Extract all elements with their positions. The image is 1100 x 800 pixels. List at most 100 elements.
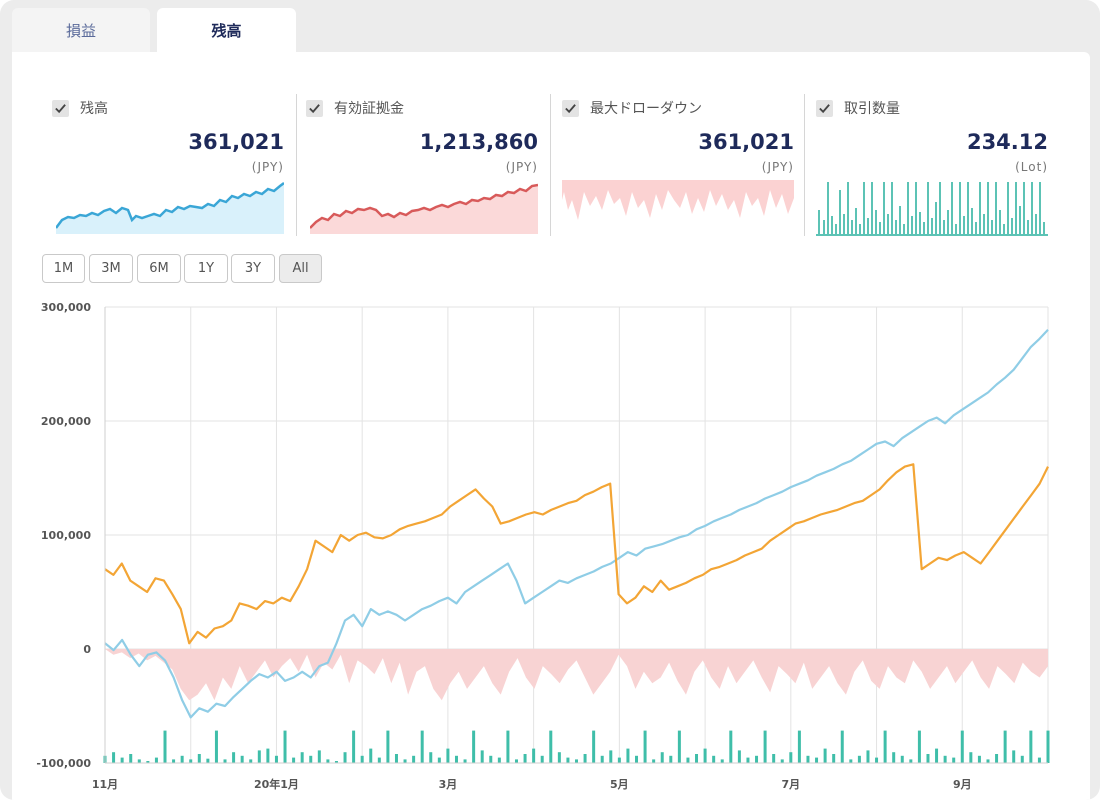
y-tick-label: 100,000 — [41, 529, 91, 542]
volume-bar — [420, 730, 424, 763]
volume-bar — [746, 757, 750, 763]
volume-bar — [120, 757, 124, 763]
volume-bar — [506, 730, 510, 763]
card-value: 361,021 — [698, 130, 794, 154]
volume-bar — [686, 757, 690, 763]
volume-bar — [429, 752, 433, 763]
checkmark-icon — [55, 104, 66, 114]
volume-bar — [497, 757, 501, 763]
balance-line — [104, 329, 1049, 719]
range-button-3m[interactable]: 3M — [89, 254, 133, 283]
drawdown-sparkline — [562, 180, 794, 220]
volume-bar — [883, 730, 887, 763]
range-button-all[interactable]: All — [279, 254, 322, 283]
volume-bar — [292, 757, 296, 763]
volume-bar — [969, 752, 973, 763]
volume-bar — [146, 761, 150, 763]
volume-bar — [763, 730, 767, 763]
volume-bar — [900, 755, 904, 763]
summary-card-trade-volume: 取引数量 234.12 (Lot) — [816, 94, 1048, 236]
volume-bar — [995, 754, 999, 763]
summary-card-equity: 有効証拠金 1,213,860 (JPY) — [306, 94, 538, 236]
volume-bar — [369, 748, 373, 763]
checkbox-equity[interactable] — [306, 100, 323, 117]
x-tick-label: 5月 — [610, 778, 629, 791]
volume-bar — [214, 730, 218, 763]
volume-bar — [892, 752, 896, 763]
volume-bars — [103, 730, 1050, 763]
volume-bar — [446, 748, 450, 763]
volume-bar — [540, 755, 544, 763]
card-value: 1,213,860 — [419, 130, 538, 154]
volume-bar — [909, 759, 913, 763]
volume-bar — [840, 730, 844, 763]
card-unit: (JPY) — [251, 160, 284, 174]
summary-card-max-drawdown: 最大ドローダウン 361,021 (JPY) — [562, 94, 794, 236]
x-tick-label: 7月 — [781, 778, 800, 791]
volume-bar — [780, 759, 784, 763]
checkbox-max-drawdown[interactable] — [562, 100, 579, 117]
volume-bar — [857, 755, 861, 763]
volume-bar — [240, 755, 244, 763]
volume-bar — [660, 752, 664, 763]
summary-card-balance: 残高 361,021 (JPY) — [52, 94, 284, 236]
volume-bar — [137, 759, 141, 763]
volume-bar — [772, 754, 776, 763]
range-button-1m[interactable]: 1M — [42, 254, 85, 283]
tab-balance[interactable]: 残高 — [157, 8, 296, 52]
volume-bar — [334, 761, 338, 763]
volume-bar — [652, 759, 656, 763]
volume-bar — [755, 755, 759, 763]
volume-bar — [635, 755, 639, 763]
drawdown-area — [105, 649, 1048, 701]
volume-bar — [875, 757, 879, 763]
x-tick-label: 20年1月 — [254, 777, 299, 791]
volume-bar — [592, 730, 596, 763]
y-tick-label: -100,000 — [36, 757, 91, 770]
balance-sparkline — [56, 182, 284, 234]
volume-bar — [206, 758, 210, 763]
volume-bar — [489, 755, 493, 763]
card-unit: (Lot) — [1015, 160, 1048, 174]
card-divider — [296, 94, 297, 236]
y-tick-label: 0 — [83, 643, 91, 656]
x-tick-label: 11月 — [92, 778, 118, 791]
volume-bar — [514, 759, 518, 763]
range-button-6m[interactable]: 6M — [137, 254, 181, 283]
range-button-1y[interactable]: 1Y — [184, 254, 228, 283]
volume-bar — [806, 755, 810, 763]
checkbox-balance[interactable] — [52, 100, 69, 117]
volume-bar — [712, 755, 716, 763]
volume-bar — [626, 748, 630, 763]
volume-bar — [317, 750, 321, 763]
x-tick-label: 9月 — [953, 778, 972, 791]
volume-bar — [960, 730, 964, 763]
chart-grid — [104, 306, 1049, 764]
equity-sparkline — [310, 183, 538, 234]
volume-bar — [952, 757, 956, 763]
volume-bar — [926, 754, 930, 763]
volume-bar — [189, 759, 193, 763]
x-tick-label: 3月 — [439, 778, 458, 791]
volume-bar — [523, 754, 527, 763]
volume-bar — [1003, 730, 1007, 763]
volume-bar — [917, 730, 921, 763]
tab-profit-loss[interactable]: 損益 — [12, 8, 150, 52]
volume-bar — [223, 759, 227, 763]
volume-bar — [720, 759, 724, 763]
volume-bar — [274, 755, 278, 763]
volume-bar — [352, 730, 356, 763]
volume-bar — [197, 754, 201, 763]
volume-bar — [849, 759, 853, 763]
volume-bar — [575, 759, 578, 763]
volume-bar — [472, 730, 476, 763]
volume-bar — [454, 755, 458, 763]
card-label: 有効証拠金 — [334, 101, 404, 117]
volume-bar — [283, 730, 287, 763]
volume-bar — [300, 752, 304, 763]
checkbox-trade-volume[interactable] — [816, 100, 833, 117]
volume-bar — [1029, 730, 1033, 763]
range-button-3y[interactable]: 3Y — [231, 254, 275, 283]
